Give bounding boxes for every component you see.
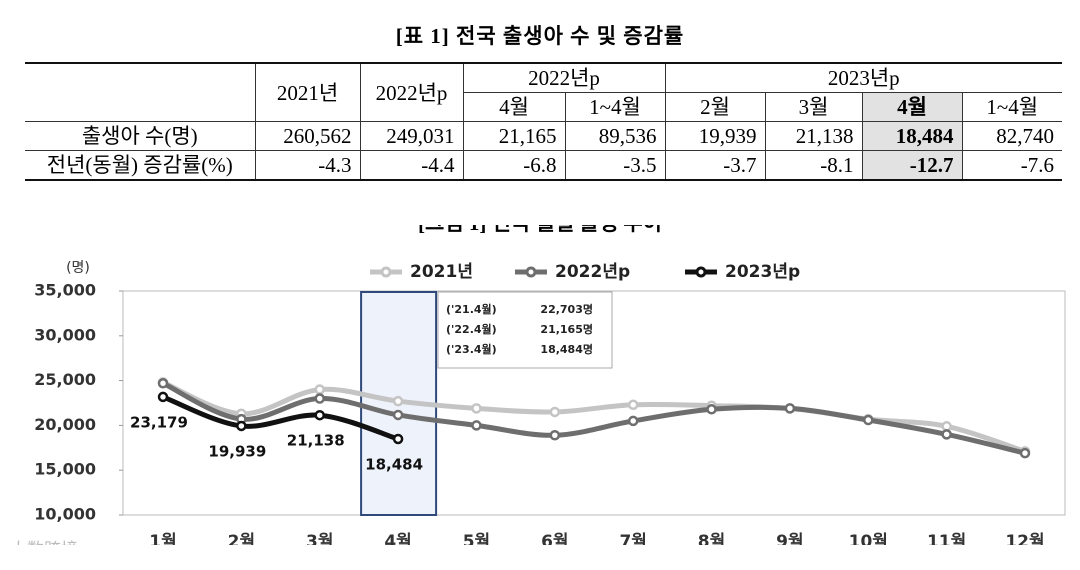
x-tick-label: 8월 [698, 532, 725, 545]
point [706, 404, 717, 415]
header: 3월 [764, 92, 862, 122]
point [157, 378, 169, 389]
point [157, 391, 169, 403]
point [863, 414, 874, 426]
cell: 19,939 [664, 121, 765, 151]
x-tick-label: 2월 [228, 532, 255, 545]
y-tick-label: 15,000 [34, 460, 96, 479]
x-tick-label: 10월 [849, 532, 888, 545]
y-tick-label: 20,000 [34, 415, 96, 434]
header: 2021년 [254, 62, 360, 122]
header: 1~4월 [564, 92, 665, 122]
point [627, 415, 639, 427]
x-tick-label: 9월 [776, 532, 803, 545]
y-unit: (명) [66, 260, 90, 276]
point [314, 393, 325, 404]
watermark: 大数跨境 [10, 540, 78, 545]
point [471, 420, 482, 431]
point [471, 403, 482, 414]
cell: -4.3 [254, 150, 360, 181]
annotation-value: 22,703명 [540, 302, 593, 316]
annotation-box [437, 291, 613, 369]
table-row: 전년(동월) 증감률(%) -4.3 -4.4 -6.8 -3.5 -3.7 -8.1 -12… [25, 150, 1062, 181]
x-tick-label: 12월 [1005, 532, 1044, 545]
annotation-label: ('22.4월) [446, 322, 497, 336]
corner [25, 62, 255, 122]
chart-title: [그림 1] 전국 월별 출생 추이 [418, 225, 662, 235]
header: 2022년p [462, 62, 665, 93]
cell: -12.7 [861, 150, 962, 181]
cell: 18,484 [861, 121, 962, 151]
legend-marker [525, 266, 537, 278]
cell: -7.6 [961, 150, 1062, 181]
chart: [그림 1] 전국 월별 출생 추이 (명) 10,000 15,000 20,000 2… [10, 225, 1066, 545]
cell: -6.8 [462, 150, 565, 181]
cell: -4.4 [359, 150, 463, 181]
cell: 82,740 [961, 121, 1062, 151]
point [314, 409, 325, 421]
cell: 260,562 [254, 121, 360, 151]
point [392, 395, 404, 407]
header: 4월 [861, 92, 962, 122]
cell: -8.1 [764, 150, 862, 181]
header: 2023년p [664, 62, 1062, 93]
legend-label: 2021년 [410, 262, 473, 282]
cell: -3.5 [564, 150, 665, 181]
point [1019, 447, 1031, 459]
header: 4월 [462, 92, 565, 122]
legend-marker [695, 266, 707, 278]
point [392, 433, 404, 445]
annotation-label: ('23.4월) [446, 342, 497, 356]
cell: 21,165 [462, 121, 565, 151]
point [627, 399, 639, 411]
point [236, 420, 247, 432]
y-tick-label: 30,000 [34, 325, 96, 344]
table-body: 출생아 수(명) 260,562 249,031 21,165 89,536 19,939… [25, 121, 1062, 181]
data-label: 19,939 [208, 442, 266, 460]
legend-label: 2022년p [555, 262, 630, 282]
cell: -3.7 [664, 150, 765, 181]
cell: 249,031 [359, 121, 463, 151]
point [392, 409, 404, 421]
y-tick-label: 25,000 [34, 370, 96, 389]
point [549, 430, 561, 441]
x-tick-label: 3월 [306, 532, 333, 545]
point [314, 384, 325, 395]
series-line [162, 394, 399, 442]
row-label: 전년(동월) 증감률(%) [25, 150, 255, 181]
x-tick-label: 1월 [149, 532, 176, 545]
table: 2021년 2022년p 2022년p 2023년p 4월 1~4월 2월 3월… [25, 62, 1062, 181]
legend-label: 2023년p [725, 262, 800, 282]
annotation-value: 18,484명 [540, 342, 593, 356]
point [549, 406, 561, 418]
legend-marker [380, 266, 392, 278]
x-tick-label: 4월 [384, 532, 411, 545]
plot-frame [122, 290, 1066, 516]
x-tick-label: 7월 [619, 532, 646, 545]
point [784, 403, 796, 414]
table-title: [표 1] 전국 출생아 수 및 증감률 [395, 24, 685, 48]
x-tick-label: 6월 [541, 532, 568, 545]
data-label: 21,138 [287, 432, 345, 450]
table-row: 출생아 수(명) 260,562 249,031 21,165 89,536 19,939… [25, 121, 1062, 151]
header: 2022년p [359, 62, 463, 122]
data-label: 23,179 [130, 413, 188, 431]
x-tick-label: 11월 [927, 532, 966, 545]
annotation-value: 21,165명 [540, 322, 593, 336]
data-label: 18,484 [365, 455, 423, 473]
point [941, 429, 952, 440]
x-tick-label: 5월 [463, 532, 490, 545]
y-tick-label: 10,000 [34, 505, 96, 524]
cell: 21,138 [764, 121, 862, 151]
point [941, 421, 952, 432]
header: 1~4월 [961, 92, 1062, 122]
header: 2월 [664, 92, 765, 122]
y-tick-label: 35,000 [34, 281, 96, 300]
row-label: 출생아 수(명) [25, 121, 255, 151]
cell: 89,536 [564, 121, 665, 151]
annotation-label: ('21.4월) [446, 302, 497, 316]
